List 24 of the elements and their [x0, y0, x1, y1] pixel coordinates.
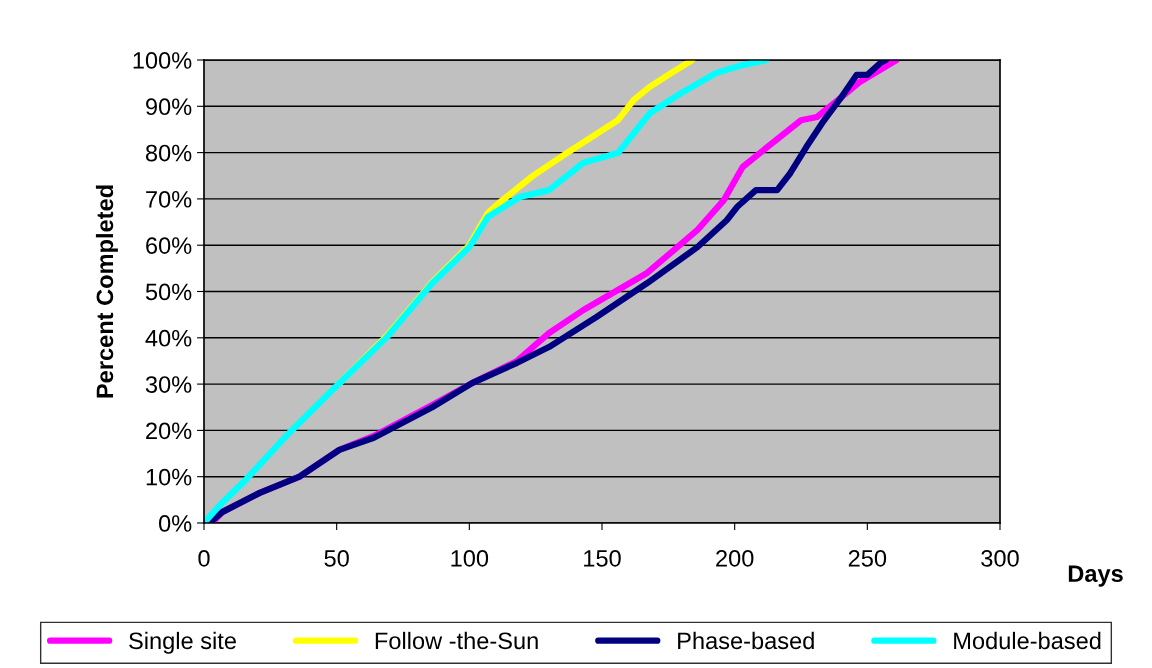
- y-tick-label: 40%: [145, 329, 192, 347]
- y-tick-label: 100%: [133, 52, 192, 69]
- x-tick-label: 250: [848, 550, 887, 567]
- x-tick-label: 50: [324, 550, 349, 567]
- x-tick-label: 0: [198, 550, 210, 567]
- y-tick-label: 50%: [145, 283, 192, 301]
- x-tick-label: 100: [451, 550, 489, 567]
- legend-label: Phase-based: [678, 631, 814, 650]
- y-tick-label: 10%: [146, 468, 192, 486]
- y-tick-label: 70%: [146, 190, 192, 208]
- x-tick-label: 300: [981, 550, 1019, 567]
- legend-label: Single site: [129, 631, 236, 654]
- y-tick-label: 60%: [146, 237, 192, 254]
- y-tick-label: 20%: [146, 422, 192, 440]
- y-tick-label: 0%: [158, 515, 192, 532]
- y-axis-title: Percent Completed: [95, 185, 118, 398]
- legend-label: Follow -the-Sun: [375, 631, 538, 650]
- y-tick-label: 90%: [146, 98, 192, 116]
- y-tick-label: 80%: [145, 144, 192, 162]
- x-axis-title: Days: [1068, 565, 1123, 587]
- y-tick-label: 30%: [145, 376, 192, 393]
- legend-label: Module-based: [954, 631, 1101, 650]
- x-tick-label: 150: [584, 550, 621, 567]
- x-tick-label: 200: [716, 550, 754, 567]
